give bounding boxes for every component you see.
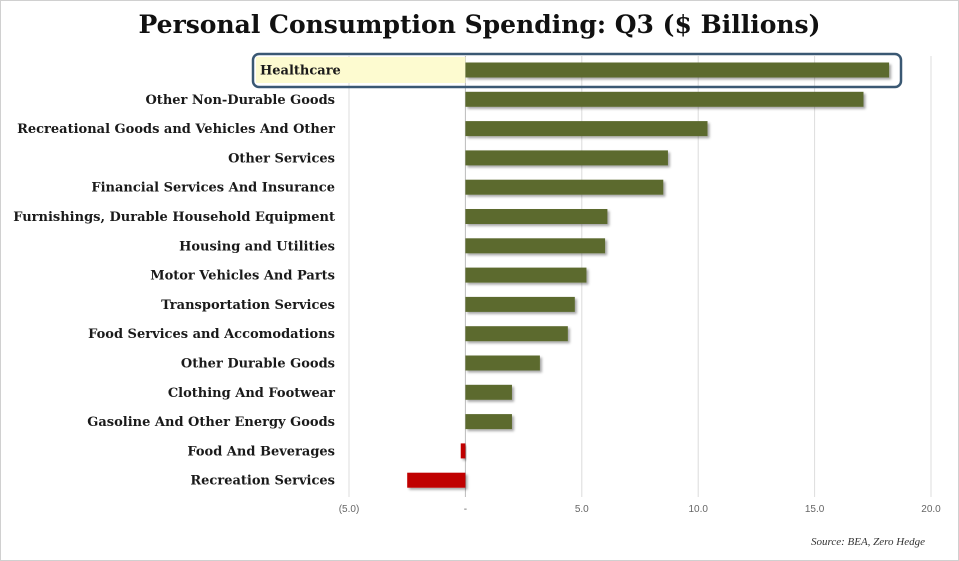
source-note: Source: BEA, Zero Hedge — [810, 536, 925, 548]
highlight-fill — [256, 57, 466, 83]
chart-title: Personal Consumption Spending: Q3 ($ Bil… — [138, 10, 821, 39]
highlight-box — [251, 52, 903, 89]
bar-recreation-services — [407, 472, 466, 488]
category-label: Food And Beverages — [187, 444, 335, 459]
bar-other-durable-goods — [465, 355, 540, 371]
bar-motor-vehicles-and-parts — [465, 267, 587, 283]
bar-financial-services-and-insurance — [465, 179, 664, 195]
highlight-layer — [251, 52, 903, 89]
x-tick-label: (5.0) — [339, 504, 360, 515]
bar-recreational-goods-and-vehicles-and-other — [465, 121, 708, 137]
bar-other-services — [465, 150, 668, 166]
category-label: Financial Services And Insurance — [91, 181, 335, 196]
category-label: Other Services — [228, 151, 335, 166]
bar-other-non-durable-goods — [465, 91, 864, 107]
x-tick-label: 15.0 — [805, 504, 825, 515]
category-label: Motor Vehicles And Parts — [150, 269, 335, 284]
bar-transportation-services — [465, 296, 575, 312]
category-label: Transportation Services — [161, 298, 335, 313]
x-tick-label: 5.0 — [575, 504, 589, 515]
category-label: Recreation Services — [190, 474, 335, 489]
category-label: Clothing And Footwear — [168, 386, 335, 401]
bar-furnishings-durable-household-equipment — [465, 209, 608, 224]
bar-clothing-and-footwear — [465, 384, 512, 400]
category-label: Other Non-Durable Goods — [145, 93, 335, 108]
category-label: Healthcare — [260, 64, 341, 79]
category-label: Food Services and Accomodations — [88, 327, 335, 342]
category-label: Recreational Goods and Vehicles And Othe… — [17, 122, 335, 137]
category-label: Gasoline And Other Energy Goods — [87, 415, 335, 430]
bars — [407, 62, 890, 488]
category-label: Other Durable Goods — [181, 357, 335, 372]
bar-food-and-beverages — [460, 443, 466, 459]
bar-housing-and-utilities — [465, 238, 606, 254]
bar-gasoline-and-other-energy-goods — [465, 414, 512, 430]
category-label: Housing and Utilities — [179, 239, 335, 254]
category-labels: Healthcare Other Non-Durable Goods Recreat… — [13, 64, 341, 489]
x-axis-ticks: (5.0) - 5.0 10.0 15.0 20.0 — [339, 504, 941, 515]
bar-healthcare — [465, 62, 890, 78]
category-label: Furnishings, Durable Household Equipment — [13, 210, 335, 225]
x-tick-label: 20.0 — [921, 504, 941, 515]
x-tick-label: - — [464, 504, 467, 515]
bar-food-services-and-accomodations — [465, 326, 568, 342]
x-tick-label: 10.0 — [688, 504, 708, 515]
